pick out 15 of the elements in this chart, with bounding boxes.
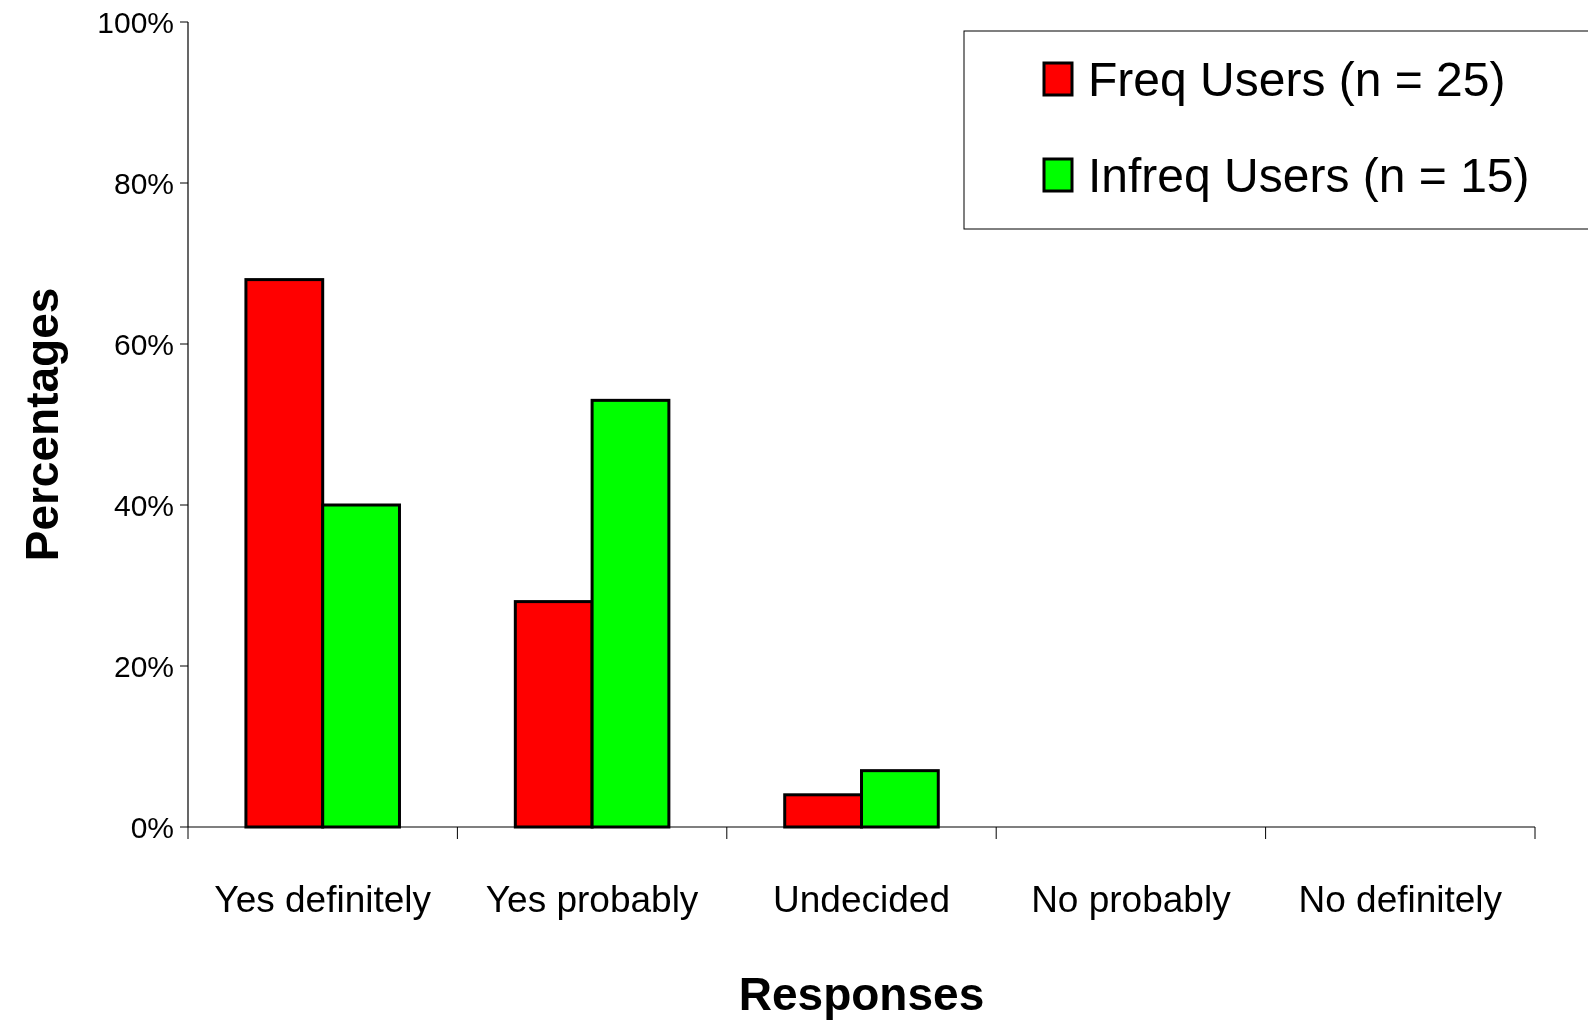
y-tick-label: 60% [113,327,174,361]
x-tick-label: No definitely [1298,879,1503,920]
legend-label: Freq Users (n = 25) [1088,52,1506,106]
legend-label: Infreq Users (n = 15) [1088,148,1530,202]
y-tick-label: 20% [113,649,174,683]
y-tick-label: 0% [130,810,174,844]
x-tick-label: Yes probably [485,879,699,920]
y-tick-label: 80% [113,166,174,200]
y-axis-title: Percentages [16,287,68,562]
x-tick-label: Yes definitely [214,879,432,920]
y-tick-label: 100% [97,5,174,39]
x-axis-title: Responses [738,968,985,1020]
y-tick-label: 40% [113,488,174,522]
x-tick-label: Undecided [773,879,950,920]
x-tick-label: No probably [1031,879,1232,920]
